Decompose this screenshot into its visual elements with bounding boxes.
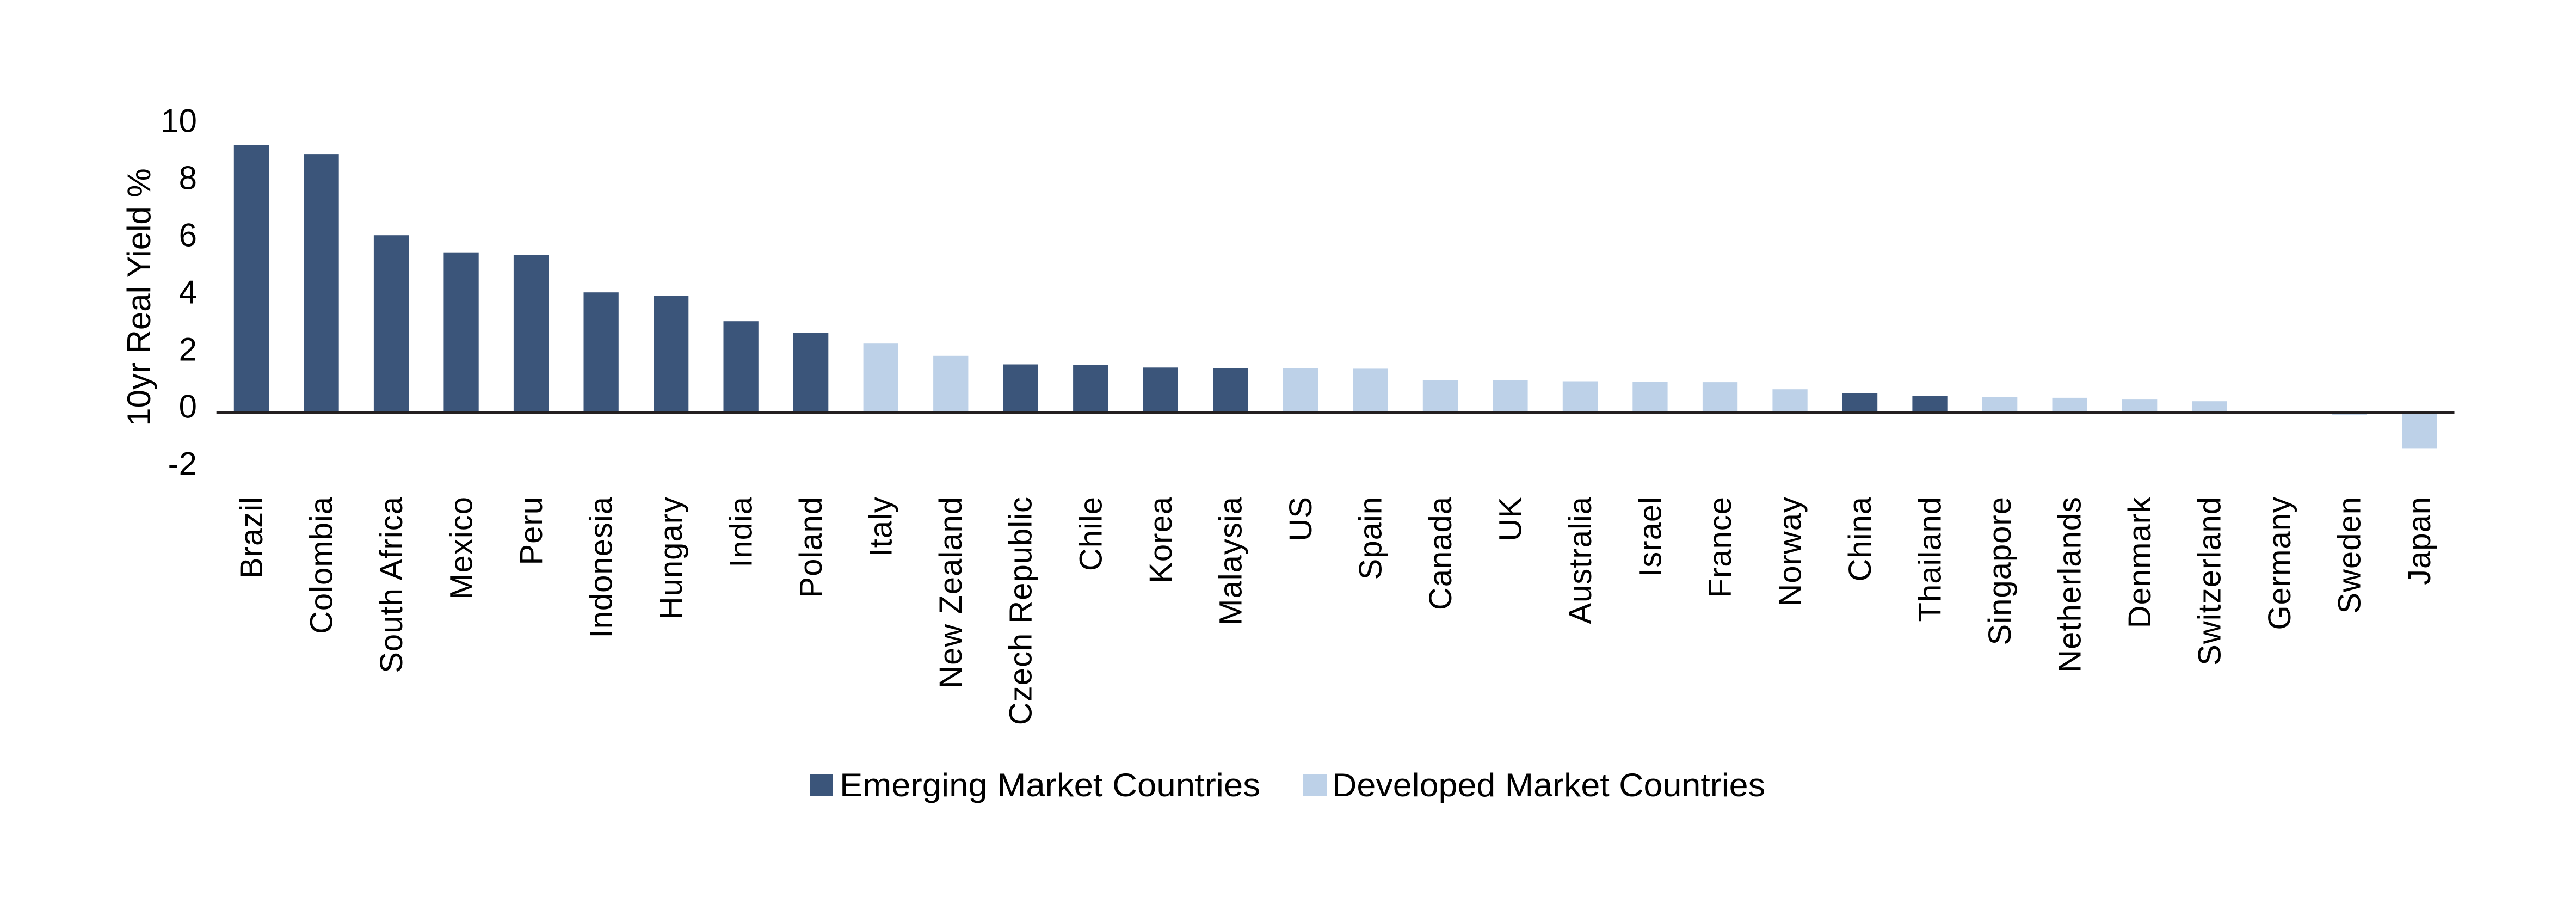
y-tick-label: 2 bbox=[179, 331, 197, 368]
x-tick-label: Sweden bbox=[2332, 496, 2368, 614]
x-tick-label: Indonesia bbox=[584, 496, 619, 638]
bar-uk bbox=[1493, 380, 1528, 413]
x-tick-label: Canada bbox=[1423, 496, 1458, 610]
y-tick-label: 6 bbox=[179, 217, 197, 254]
x-tick-label: France bbox=[1703, 496, 1738, 598]
bar-indonesia bbox=[583, 292, 619, 413]
y-tick-label: -2 bbox=[168, 446, 197, 482]
y-tick-label: 0 bbox=[179, 389, 197, 425]
bar-netherlands bbox=[2052, 397, 2087, 413]
x-tick-label: Poland bbox=[793, 496, 829, 598]
bar-singapore bbox=[1982, 397, 2018, 413]
y-tick-label: 8 bbox=[179, 160, 197, 196]
x-tick-label: India bbox=[724, 496, 759, 568]
bar-hungary bbox=[654, 296, 689, 413]
bar-italy bbox=[863, 343, 898, 413]
bar-czech-republic bbox=[1003, 364, 1038, 413]
x-tick-label: Netherlands bbox=[2053, 496, 2088, 673]
x-tick-label: Czech Republic bbox=[1003, 496, 1039, 725]
bar-australia bbox=[1562, 381, 1598, 413]
legend-swatch-emerging bbox=[810, 774, 833, 796]
x-tick-label: Australia bbox=[1563, 496, 1598, 624]
bar-poland bbox=[793, 333, 829, 413]
x-tick-label: UK bbox=[1493, 496, 1528, 542]
y-axis-ticks: 10 8 6 4 2 0 -2 bbox=[161, 103, 197, 482]
x-tick-label: Singapore bbox=[1982, 496, 2018, 645]
bar-us bbox=[1283, 368, 1318, 413]
x-tick-label: Denmark bbox=[2122, 496, 2158, 628]
bar-new-zealand bbox=[933, 355, 969, 413]
x-tick-label: Peru bbox=[514, 496, 549, 565]
bar-south-africa bbox=[373, 235, 409, 413]
bar-chile bbox=[1073, 365, 1108, 413]
legend-label-developed: Developed Market Countries bbox=[1332, 767, 1765, 803]
bar-israel bbox=[1632, 382, 1668, 413]
x-tick-label: Malaysia bbox=[1213, 496, 1248, 625]
x-tick-label: Italy bbox=[864, 496, 899, 557]
legend: Emerging Market Countries Developed Mark… bbox=[810, 767, 1765, 803]
x-tick-label: Hungary bbox=[654, 496, 689, 619]
x-tick-label: Japan bbox=[2402, 496, 2437, 585]
legend-item-emerging[interactable]: Emerging Market Countries bbox=[810, 767, 1260, 803]
legend-swatch-developed bbox=[1303, 774, 1327, 796]
x-tick-label: Colombia bbox=[304, 496, 340, 634]
bar-colombia bbox=[304, 154, 339, 413]
bar-spain bbox=[1353, 368, 1388, 413]
x-tick-label: Thailand bbox=[1913, 496, 1948, 622]
x-tick-label: Germany bbox=[2262, 496, 2297, 630]
bar-canada bbox=[1422, 380, 1458, 413]
bar-malaysia bbox=[1213, 368, 1248, 413]
x-tick-label: Israel bbox=[1633, 496, 1668, 577]
x-tick-label: Switzerland bbox=[2192, 496, 2228, 666]
bar-peru bbox=[513, 255, 549, 413]
x-tick-label: Mexico bbox=[444, 496, 479, 600]
x-axis-labels: Brazil Colombia South Africa Mexico Peru Indo… bbox=[234, 496, 2437, 725]
x-tick-label: South Africa bbox=[374, 496, 409, 673]
x-tick-label: Spain bbox=[1353, 496, 1388, 580]
bar-korea bbox=[1143, 367, 1178, 413]
x-tick-label: New Zealand bbox=[933, 496, 969, 688]
x-tick-label: Korea bbox=[1143, 496, 1179, 583]
x-tick-label: China bbox=[1842, 496, 1878, 582]
bar-thailand bbox=[1912, 396, 1948, 413]
x-tick-label: Brazil bbox=[234, 496, 269, 579]
y-axis-title: 10yr Real Yield % bbox=[121, 168, 157, 426]
bar-france bbox=[1702, 382, 1738, 413]
x-tick-label: US bbox=[1283, 496, 1318, 542]
x-tick-label: Norway bbox=[1773, 496, 1808, 607]
legend-label-emerging: Emerging Market Countries bbox=[840, 767, 1260, 803]
bar-switzerland bbox=[2192, 401, 2227, 413]
y-tick-label: 10 bbox=[161, 103, 197, 139]
y-tick-label: 4 bbox=[179, 274, 197, 311]
bar-brazil bbox=[233, 145, 269, 413]
x-tick-label: Chile bbox=[1073, 496, 1108, 571]
bar-china bbox=[1842, 393, 1878, 413]
bar-norway bbox=[1772, 389, 1808, 413]
bar-mexico bbox=[443, 252, 479, 413]
legend-item-developed[interactable]: Developed Market Countries bbox=[1303, 767, 1765, 803]
bar-india bbox=[723, 321, 759, 413]
y-axis-title-group: 10yr Real Yield % bbox=[121, 168, 157, 426]
bar-denmark bbox=[2122, 399, 2158, 413]
bars bbox=[233, 145, 2437, 449]
bar-japan bbox=[2402, 412, 2437, 449]
